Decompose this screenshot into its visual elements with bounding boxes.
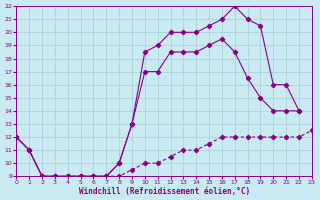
X-axis label: Windchill (Refroidissement éolien,°C): Windchill (Refroidissement éolien,°C) bbox=[78, 187, 250, 196]
